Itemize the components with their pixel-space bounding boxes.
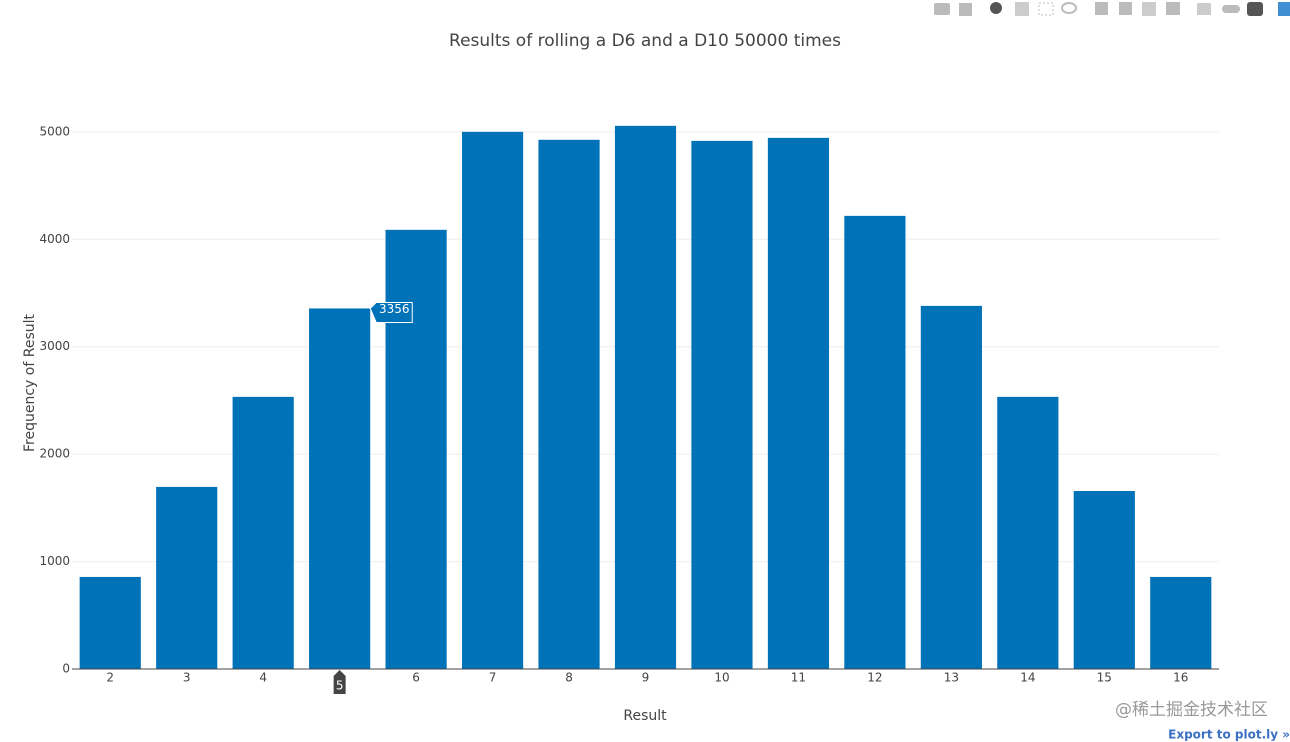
x-tick-label: 2 bbox=[106, 671, 114, 685]
bar bbox=[79, 576, 141, 669]
hover-closest-icon[interactable] bbox=[1222, 5, 1240, 13]
box-select-icon[interactable] bbox=[1038, 2, 1054, 16]
watermark: @稀土掘金技术社区 bbox=[1115, 700, 1268, 720]
pan-icon[interactable] bbox=[1015, 2, 1029, 16]
hover-value-label: 3356 bbox=[379, 302, 410, 316]
plotly-logo[interactable] bbox=[1278, 2, 1290, 16]
x-tick-label: 11 bbox=[791, 671, 806, 685]
lasso-icon[interactable] bbox=[1061, 2, 1077, 14]
x-tick-label: 4 bbox=[259, 671, 267, 685]
x-axis-title: Result bbox=[623, 708, 667, 724]
zoom-icon[interactable] bbox=[990, 2, 1002, 14]
bar bbox=[920, 305, 982, 669]
bar bbox=[461, 131, 524, 669]
zoom-in-icon[interactable] bbox=[1095, 2, 1108, 15]
x-tick-label: 3 bbox=[183, 671, 191, 685]
camera-icon[interactable] bbox=[934, 3, 950, 15]
save-icon[interactable] bbox=[959, 3, 972, 16]
x-tick-label: 12 bbox=[867, 671, 882, 685]
bar bbox=[767, 137, 830, 669]
x-tick-label: 10 bbox=[714, 671, 729, 685]
hover-label-box bbox=[369, 301, 413, 323]
bar bbox=[1150, 576, 1212, 669]
hover-x-box bbox=[333, 670, 346, 694]
bar bbox=[232, 396, 294, 669]
hover-x-label: 5 bbox=[336, 679, 344, 693]
y-tick-label: 0 bbox=[62, 662, 70, 676]
zoom-out-icon[interactable] bbox=[1119, 2, 1132, 15]
y-axis-title: Frequency of Result bbox=[22, 314, 38, 452]
bar bbox=[614, 125, 677, 670]
reset-icon[interactable] bbox=[1166, 2, 1180, 15]
x-tick-label: 8 bbox=[565, 671, 573, 685]
y-tick-label: 5000 bbox=[39, 124, 70, 138]
x-tick-label: 13 bbox=[944, 671, 959, 685]
autoscale-icon[interactable] bbox=[1142, 2, 1156, 16]
export-link[interactable]: Export to plot.ly » bbox=[1168, 728, 1290, 742]
hover-compare-icon[interactable] bbox=[1247, 2, 1263, 16]
x-tick-label: 6 bbox=[412, 671, 420, 685]
x-tick-label: 7 bbox=[489, 671, 497, 685]
bar bbox=[691, 140, 753, 669]
chart-title: Results of rolling a D6 and a D10 50000 … bbox=[449, 31, 841, 51]
y-tick-label: 2000 bbox=[39, 447, 70, 461]
toolbar bbox=[934, 2, 1290, 16]
x-tick-label: 9 bbox=[642, 671, 650, 685]
spike-icon[interactable] bbox=[1197, 3, 1211, 15]
x-tick-label: 15 bbox=[1097, 671, 1112, 685]
y-tick-label: 4000 bbox=[39, 232, 70, 246]
bar bbox=[1073, 490, 1135, 669]
bar bbox=[156, 486, 218, 669]
x-tick-label: 16 bbox=[1173, 671, 1188, 685]
bar bbox=[309, 308, 371, 669]
bar bbox=[538, 139, 600, 669]
bar bbox=[385, 229, 447, 669]
bar bbox=[844, 215, 906, 670]
bar bbox=[997, 396, 1059, 669]
x-tick-label: 14 bbox=[1020, 671, 1035, 685]
y-tick-label: 3000 bbox=[39, 339, 70, 353]
y-tick-label: 1000 bbox=[39, 554, 70, 568]
